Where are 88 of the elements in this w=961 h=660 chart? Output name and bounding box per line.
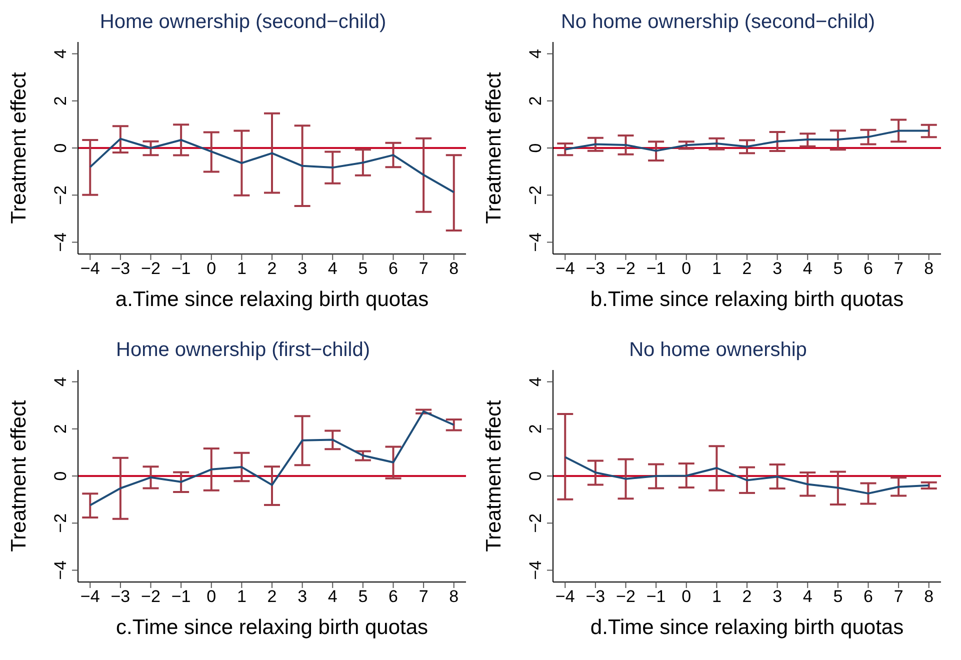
x-tick-label: 0 (682, 259, 692, 278)
x-tick-label: 1 (712, 587, 722, 606)
x-tick-label: 8 (449, 259, 459, 278)
x-tick-label: 3 (772, 587, 782, 606)
y-tick-label: 0 (51, 143, 70, 153)
x-tick-label: 0 (206, 587, 216, 606)
x-tick-label: 7 (418, 587, 428, 606)
x-axis-title: c.Time since relaxing birth quotas (116, 616, 428, 639)
x-tick-label: 0 (206, 259, 216, 278)
chart-title: Home ownership (second−child) (98, 10, 388, 35)
line-series (89, 410, 455, 506)
x-tick-label: 8 (449, 587, 459, 606)
x-tick-label: 7 (418, 259, 428, 278)
line-series (89, 138, 455, 194)
x-tick-label: −3 (110, 587, 130, 606)
y-tick-label: −4 (526, 560, 545, 580)
x-tick-label: 4 (328, 587, 338, 606)
x-tick-label: 3 (772, 259, 782, 278)
y-tick-label: 4 (526, 49, 545, 59)
y-tick-label: 0 (526, 471, 545, 481)
x-tick-label: 2 (267, 587, 277, 606)
y-tick-label: −2 (526, 513, 545, 533)
x-tick-label: −1 (646, 259, 666, 278)
chart-title: Home ownership (first−child) (115, 338, 371, 363)
y-tick-label: 0 (526, 143, 545, 153)
x-tick-label: −2 (141, 587, 160, 606)
x-tick-label: −2 (616, 259, 636, 278)
x-tick-label: 4 (802, 259, 812, 278)
x-tick-label: 3 (298, 587, 308, 606)
x-tick-label: 2 (267, 259, 277, 278)
y-axis-title: Treatment effect (7, 72, 30, 224)
x-tick-label: 5 (833, 587, 843, 606)
x-tick-label: −4 (80, 587, 100, 606)
x-tick-label: 7 (894, 259, 904, 278)
x-tick-label: 2 (742, 259, 752, 278)
x-tick-label: 4 (802, 587, 812, 606)
x-tick-label: 6 (864, 259, 873, 278)
x-tick-label: 5 (358, 259, 368, 278)
x-tick-label: 4 (328, 259, 338, 278)
y-tick-label: 4 (51, 49, 70, 59)
x-tick-label: 3 (298, 259, 308, 278)
x-tick-label: 6 (864, 587, 873, 606)
y-tick-label: −2 (526, 185, 545, 205)
y-tick-label: −4 (51, 560, 70, 580)
x-tick-label: −3 (586, 259, 606, 278)
x-tick-label: 5 (358, 587, 368, 606)
x-tick-label: 6 (388, 587, 398, 606)
x-tick-label: 2 (742, 587, 752, 606)
y-axis-title: Treatment effect (7, 400, 30, 552)
x-tick-label: 8 (924, 259, 934, 278)
x-tick-label: 1 (236, 587, 246, 606)
x-tick-label: 8 (924, 587, 934, 606)
chart-title: No home ownership (628, 338, 808, 363)
x-tick-label: 7 (894, 587, 904, 606)
y-tick-label: 2 (526, 424, 545, 434)
x-tick-label: −2 (141, 259, 160, 278)
x-tick-label: 5 (833, 259, 843, 278)
line-series (564, 130, 930, 152)
x-tick-label: −3 (110, 259, 130, 278)
y-tick-label: 2 (526, 96, 545, 106)
y-tick-label: −4 (526, 232, 545, 252)
x-axis-title: a.Time since relaxing birth quotas (115, 288, 429, 311)
x-tick-label: 1 (236, 259, 246, 278)
y-axis-title: Treatment effect (482, 400, 506, 552)
x-tick-label: 1 (712, 259, 722, 278)
x-tick-label: −4 (555, 587, 575, 606)
y-tick-label: −2 (51, 513, 70, 533)
x-tick-label: −1 (171, 587, 191, 606)
x-tick-label: −3 (586, 587, 606, 606)
chart-title: No home ownership (second−child) (560, 10, 876, 35)
x-tick-label: 0 (682, 587, 692, 606)
y-axis-title: Treatment effect (482, 72, 506, 224)
x-axis-title: d.Time since relaxing birth quotas (590, 616, 904, 639)
y-tick-label: 2 (51, 424, 70, 434)
y-tick-label: 4 (51, 377, 70, 387)
x-tick-label: −1 (646, 587, 666, 606)
y-tick-label: −4 (51, 232, 70, 252)
y-tick-label: 2 (51, 96, 70, 106)
x-tick-label: −4 (80, 259, 100, 278)
y-tick-label: −2 (51, 185, 70, 205)
x-tick-label: 6 (388, 259, 398, 278)
x-axis-title: b.Time since relaxing birth quotas (590, 288, 904, 311)
x-tick-label: −2 (616, 587, 636, 606)
x-tick-label: −4 (555, 259, 575, 278)
line-series (564, 456, 930, 494)
y-tick-label: 0 (51, 471, 70, 481)
y-tick-label: 4 (526, 377, 545, 387)
x-tick-label: −1 (171, 259, 191, 278)
